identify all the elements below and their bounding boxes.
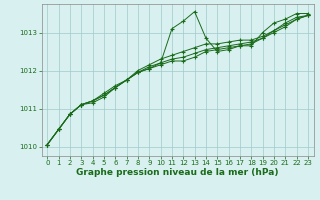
- X-axis label: Graphe pression niveau de la mer (hPa): Graphe pression niveau de la mer (hPa): [76, 168, 279, 177]
